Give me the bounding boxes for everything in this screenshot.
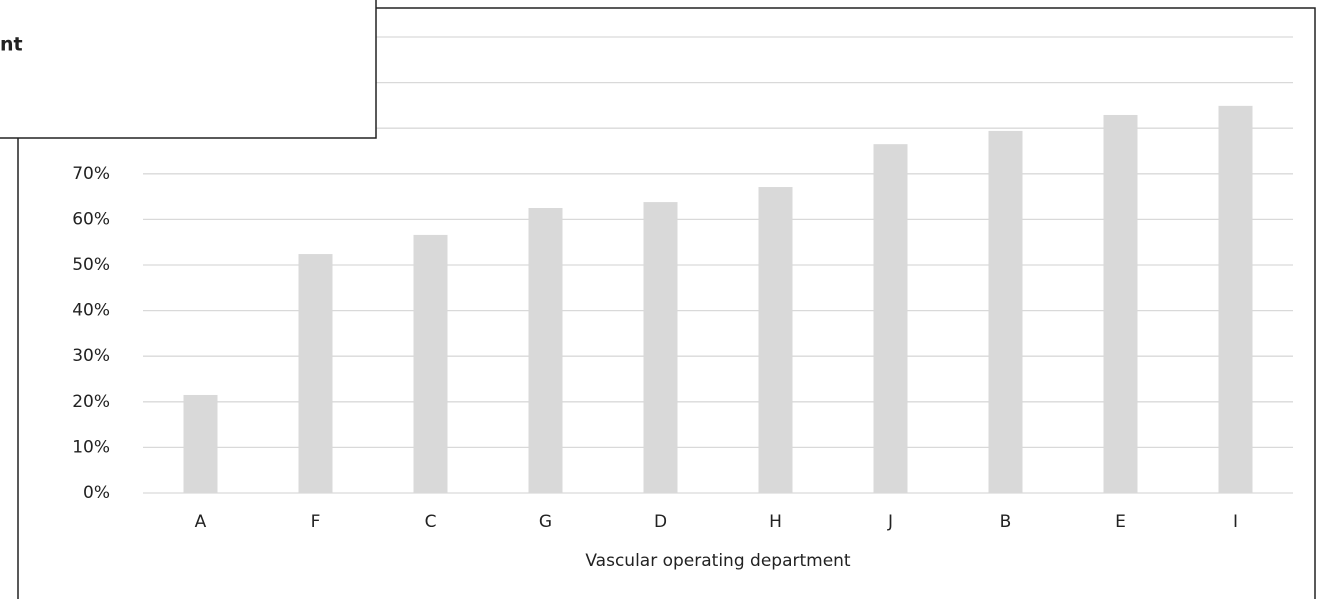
y-tick-label: 30%: [72, 346, 110, 366]
x-tick-label: E: [1115, 512, 1126, 532]
x-tick-label: C: [425, 512, 437, 532]
bar: [183, 394, 218, 493]
y-tick-label: 0%: [83, 483, 110, 503]
bar: [528, 208, 563, 493]
x-tick-label: I: [1233, 512, 1238, 532]
y-tick-label: 20%: [72, 392, 110, 412]
x-tick-label: H: [769, 512, 782, 532]
x-tick-label: G: [539, 512, 552, 532]
bar: [758, 187, 793, 494]
y-tick-label: 60%: [72, 209, 110, 229]
bar: [298, 254, 333, 493]
y-tick-label: 70%: [72, 164, 110, 184]
bar: [643, 202, 678, 493]
y-tick-label: 40%: [72, 301, 110, 321]
plot-area: 0%10%20%30%40%50%60%70%80%90%100%AFCGDHJ…: [61, 27, 1293, 532]
y-tick-label: 50%: [72, 255, 110, 275]
chart-title: nt: [0, 34, 23, 56]
bar: [873, 144, 908, 493]
bar: [413, 234, 448, 494]
bar: [1103, 114, 1138, 493]
x-tick-label: B: [1000, 512, 1012, 532]
title-box: [0, 0, 377, 139]
bar: [1218, 105, 1253, 493]
y-tick-label: 10%: [72, 437, 110, 457]
bar: [988, 130, 1023, 493]
x-axis-label: Vascular operating department: [585, 551, 851, 571]
x-tick-label: D: [654, 512, 667, 532]
x-tick-label: J: [887, 512, 893, 532]
x-tick-label: A: [195, 512, 207, 532]
x-tick-label: F: [311, 512, 321, 532]
